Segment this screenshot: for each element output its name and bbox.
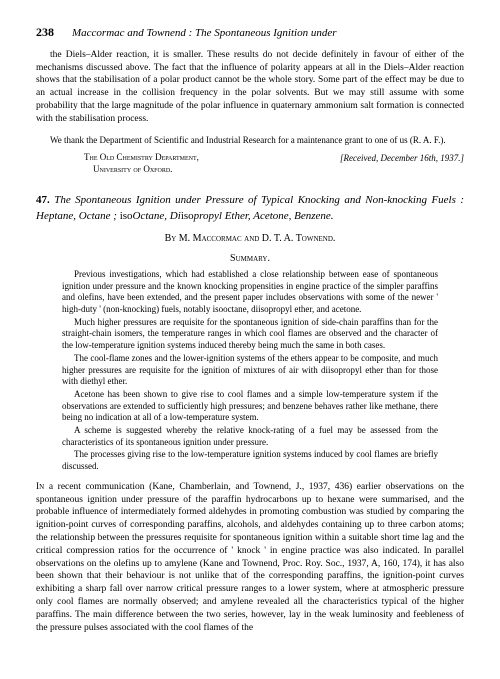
title-cont: Octane, Di bbox=[133, 210, 181, 222]
affiliation: The Old Chemistry Department, University… bbox=[84, 152, 199, 175]
iso-prefix-2: iso bbox=[181, 210, 194, 222]
acknowledgement: We thank the Department of Scientific an… bbox=[36, 134, 464, 146]
summary-para-2: Much higher pressures are requisite for … bbox=[62, 317, 438, 352]
page-number: 238 bbox=[36, 24, 54, 40]
title-end: propyl Ether, Acetone, Benzene. bbox=[194, 210, 334, 222]
summary-para-4: Acetone has been shown to give rise to c… bbox=[62, 389, 438, 424]
affil-line-1: The Old Chemistry Department, bbox=[84, 152, 199, 162]
summary-para-6: The processes giving rise to the low-tem… bbox=[62, 449, 438, 472]
page-header: 238 Maccormac and Townend : The Spontane… bbox=[36, 24, 464, 41]
dropword: In bbox=[36, 482, 44, 492]
affil-line-2: University of Oxford. bbox=[93, 164, 172, 174]
iso-prefix: iso bbox=[120, 210, 133, 222]
summary-heading: Summary. bbox=[36, 252, 464, 266]
received-date: [Received, December 16th, 1937.] bbox=[340, 152, 464, 175]
article-title: 47. The Spontaneous Ignition under Press… bbox=[36, 193, 464, 224]
summary-para-5: A scheme is suggested whereby the relati… bbox=[62, 425, 438, 448]
prev-article-paragraph: the Diels–Alder reaction, it is smaller.… bbox=[36, 49, 464, 126]
summary-para-1: Previous investigations, which had estab… bbox=[62, 269, 438, 316]
body-text: a recent communication (Kane, Chamberlai… bbox=[36, 482, 464, 633]
summary-para-3: The cool-flame zones and the lower-ignit… bbox=[62, 353, 438, 388]
page: 238 Maccormac and Townend : The Spontane… bbox=[0, 0, 500, 679]
summary-block: Previous investigations, which had estab… bbox=[62, 269, 438, 473]
running-title: Maccormac and Townend : The Spontaneous … bbox=[72, 26, 337, 41]
affiliation-block: The Old Chemistry Department, University… bbox=[84, 152, 464, 175]
authors: By M. Maccormac and D. T. A. Townend. bbox=[36, 232, 464, 246]
article-number: 47. bbox=[36, 194, 50, 206]
body-paragraph-1: In a recent communication (Kane, Chamber… bbox=[36, 481, 464, 635]
